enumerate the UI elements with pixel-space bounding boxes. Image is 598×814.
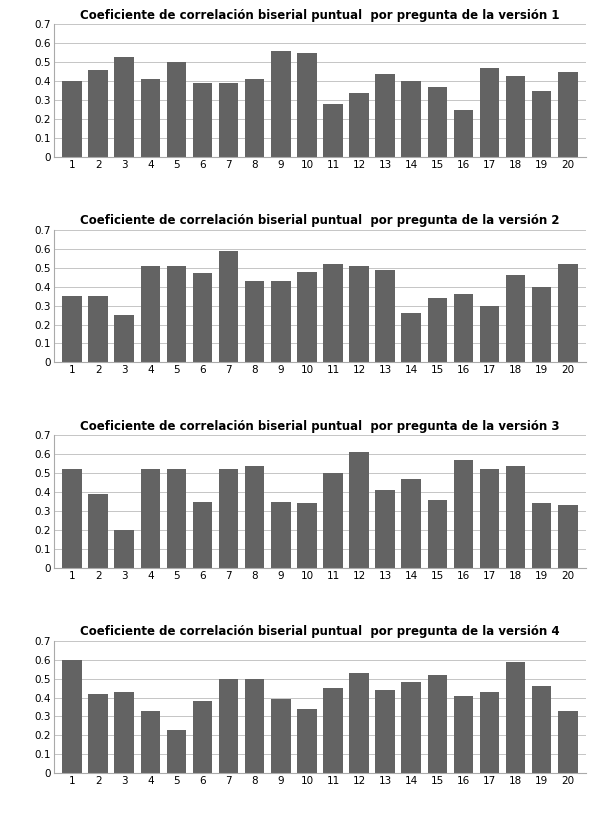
Bar [428,298,447,362]
Bar [558,505,578,568]
Bar [349,93,369,157]
Bar [219,83,239,157]
Bar [376,490,395,568]
Bar [297,504,317,568]
Bar [454,696,473,773]
Bar [454,110,473,157]
Bar [297,709,317,773]
Bar [62,81,82,157]
Bar [141,711,160,773]
Bar [193,702,212,773]
Bar [167,729,186,773]
Bar [323,688,343,773]
Bar [349,266,369,362]
Bar [428,675,447,773]
Bar [454,294,473,362]
Bar [323,104,343,157]
Bar [271,501,291,568]
Bar [323,473,343,568]
Bar [114,692,134,773]
Bar [62,659,82,773]
Bar [558,264,578,362]
Bar [532,686,551,773]
Bar [271,699,291,773]
Bar [245,466,264,568]
Bar [401,313,421,362]
Bar [245,79,264,157]
Bar [376,690,395,773]
Title: Coeficiente de correlación biserial puntual  por pregunta de la versión 4: Coeficiente de correlación biserial punt… [80,625,560,638]
Bar [428,87,447,157]
Bar [89,70,108,157]
Bar [401,682,421,773]
Bar [89,494,108,568]
Bar [89,694,108,773]
Bar [167,470,186,568]
Bar [428,500,447,568]
Bar [480,305,499,362]
Bar [114,530,134,568]
Bar [89,296,108,362]
Bar [480,68,499,157]
Bar [141,266,160,362]
Bar [480,692,499,773]
Bar [141,79,160,157]
Bar [62,296,82,362]
Bar [532,90,551,157]
Bar [323,264,343,362]
Bar [532,504,551,568]
Bar [297,53,317,157]
Bar [376,73,395,157]
Bar [349,673,369,773]
Bar [167,266,186,362]
Title: Coeficiente de correlación biserial puntual  por pregunta de la versión 2: Coeficiente de correlación biserial punt… [80,214,560,227]
Bar [245,679,264,773]
Bar [193,274,212,362]
Bar [506,76,526,157]
Bar [167,63,186,157]
Bar [506,275,526,362]
Bar [454,460,473,568]
Bar [349,453,369,568]
Title: Coeficiente de correlación biserial puntual  por pregunta de la versión 3: Coeficiente de correlación biserial punt… [80,420,560,433]
Bar [558,711,578,773]
Bar [297,272,317,362]
Bar [219,679,239,773]
Title: Coeficiente de correlación biserial puntual  por pregunta de la versión 1: Coeficiente de correlación biserial punt… [80,9,560,22]
Bar [271,51,291,157]
Bar [401,479,421,568]
Bar [219,470,239,568]
Bar [480,470,499,568]
Bar [558,72,578,157]
Bar [245,281,264,362]
Bar [271,281,291,362]
Bar [532,287,551,362]
Bar [219,251,239,362]
Bar [506,662,526,773]
Bar [141,470,160,568]
Bar [376,269,395,362]
Bar [62,470,82,568]
Bar [193,83,212,157]
Bar [401,81,421,157]
Bar [114,315,134,362]
Bar [193,501,212,568]
Bar [114,57,134,157]
Bar [506,466,526,568]
